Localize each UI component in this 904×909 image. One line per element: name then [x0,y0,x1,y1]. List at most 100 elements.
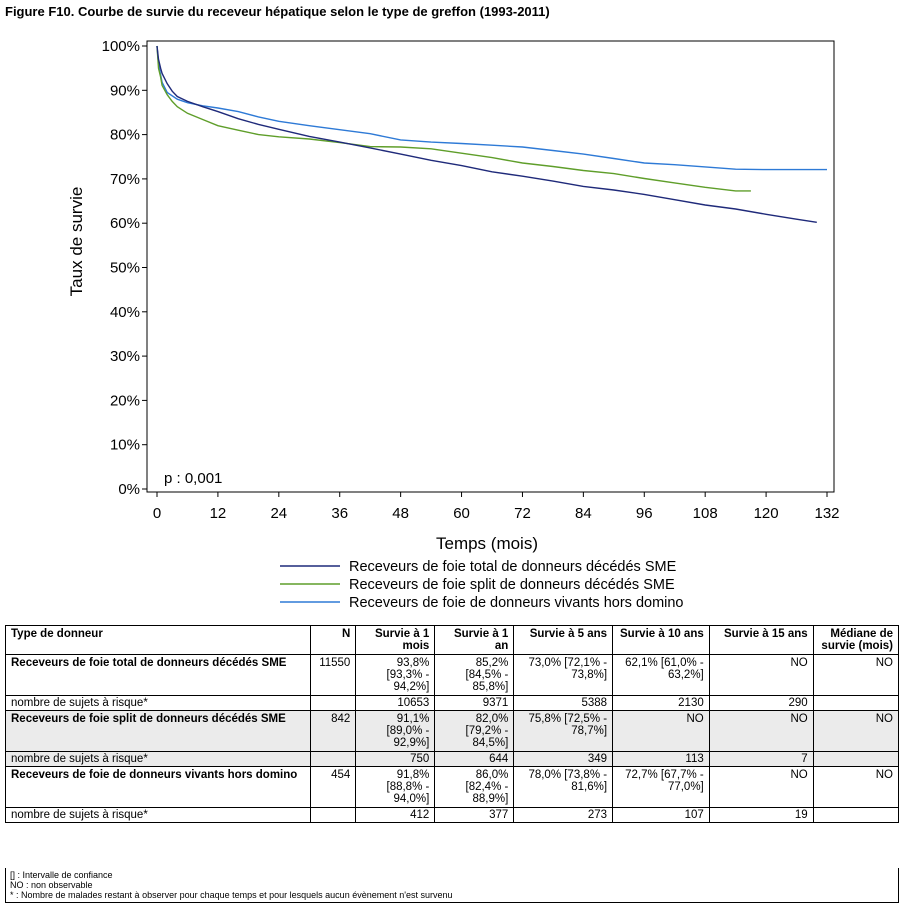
y-tick-label: 40% [110,304,140,321]
survival-5-years-cell: 75,8% [72,5% - 78,7%] [513,710,614,752]
y-axis-label: Taux de survie [67,187,86,297]
y-tick-label: 0% [118,481,140,498]
legend-label: Receveurs de foie de donneurs vivants ho… [349,595,684,611]
n-cell: 11550 [309,654,357,696]
risk-10-years-cell: 2130 [612,695,710,711]
header-donor-type: Type de donneur [5,625,311,655]
header-survival-1-month: Survie à 1 mois [355,625,436,655]
survival-10-years-cell: 72,7% [67,7% - 77,0%] [612,766,710,808]
table-header-row: Type de donneur N Survie à 1 mois Survie… [5,625,900,655]
y-tick-label: 70% [110,171,140,188]
risk-row: nombre de sujets à risque* 10653 9371 53… [5,695,900,711]
risk-5-years-cell: 5388 [513,695,614,711]
n-cell: 454 [309,766,357,808]
header-n: N [309,625,357,655]
risk-empty-cell [309,807,357,823]
risk-15-years-cell: 7 [708,751,814,767]
risk-empty-cell [812,807,900,823]
y-tick-label: 30% [110,348,140,365]
survival-5-years-cell: 78,0% [73,8% - 81,6%] [513,766,614,808]
risk-label-cell: nombre de sujets à risque* [5,751,311,767]
risk-1-year-cell: 9371 [434,695,515,711]
x-tick-label: 48 [392,505,409,522]
table-row: Receveurs de foie total de donneurs décé… [5,654,900,696]
y-tick-label: 10% [110,437,140,454]
x-tick-label: 60 [453,505,470,522]
median-survival-cell: NO [812,766,900,808]
n-cell: 842 [309,710,357,752]
y-tick-label: 90% [110,82,140,99]
median-survival-cell: NO [812,654,900,696]
survival-chart: 0% 10% 20% 30% 40% 50% 60% 70% 80% 90% 100% 0 12 24 36… [67,38,840,611]
x-axis-label: Temps (mois) [436,534,538,553]
y-tick-label: 50% [110,260,140,277]
risk-15-years-cell: 290 [708,695,814,711]
survival-10-years-cell: NO [612,710,710,752]
series-line [156,45,827,171]
x-tick-label: 132 [814,505,839,522]
x-tick-label: 24 [270,505,287,522]
y-tick-label: 80% [110,127,140,144]
footnote-confidence-interval: [] : Intervalle de confiance [10,870,113,880]
risk-1-year-cell: 377 [434,807,515,823]
survival-5-years-cell: 73,0% [72,1% - 73,8%] [513,654,614,696]
donor-type-cell: Receveurs de foie de donneurs vivants ho… [5,766,311,808]
x-tick-label: 72 [514,505,531,522]
footnote-at-risk: * : Nombre de malades restant à observer… [10,890,453,900]
x-tick-label: 36 [331,505,348,522]
survival-15-years-cell: NO [708,710,814,752]
survival-1-month-cell: 93,8% [93,3% - 94,2%] [355,654,436,696]
footnote-not-observable: NO : non observable [10,880,93,890]
risk-1-month-cell: 750 [355,751,436,767]
survival-1-month-cell: 91,8% [88,8% - 94,0%] [355,766,436,808]
donor-type-cell: Receveurs de foie split de donneurs décé… [5,710,311,752]
header-survival-15-years: Survie à 15 ans [708,625,814,655]
plot-frame [146,40,835,493]
survival-15-years-cell: NO [708,654,814,696]
survival-1-month-cell: 91,1% [89,0% - 92,9%] [355,710,436,752]
header-survival-5-years: Survie à 5 ans [513,625,614,655]
table-row: Receveurs de foie split de donneurs décé… [5,710,900,752]
survival-15-years-cell: NO [708,766,814,808]
series-line [156,45,817,223]
survival-10-years-cell: 62,1% [61,0% - 63,2%] [612,654,710,696]
series-line [156,45,751,192]
figure-title: Figure F10. Courbe de survie du receveur… [5,4,550,19]
risk-label-cell: nombre de sujets à risque* [5,695,311,711]
donor-type-cell: Receveurs de foie total de donneurs décé… [5,654,311,696]
x-tick-label: 108 [693,505,718,522]
risk-empty-cell [309,751,357,767]
header-survival-1-year: Survie à 1 an [434,625,515,655]
x-tick-label: 96 [636,505,653,522]
p-value-annotation: p : 0,001 [164,470,222,487]
risk-10-years-cell: 107 [612,807,710,823]
x-tick-label: 12 [210,505,227,522]
risk-5-years-cell: 273 [513,807,614,823]
legend-label: Receveurs de foie total de donneurs décé… [349,559,677,575]
survival-1-year-cell: 82,0% [79,2% - 84,5%] [434,710,515,752]
risk-5-years-cell: 349 [513,751,614,767]
risk-label-cell: nombre de sujets à risque* [5,807,311,823]
x-tick-label: 0 [153,505,161,522]
table-row: Receveurs de foie de donneurs vivants ho… [5,766,900,808]
risk-1-month-cell: 412 [355,807,436,823]
survival-1-year-cell: 85,2% [84,5% - 85,8%] [434,654,515,696]
risk-1-year-cell: 644 [434,751,515,767]
y-tick-label: 20% [110,392,140,409]
y-tick-label: 60% [110,215,140,232]
table-footnotes: [] : Intervalle de confiance NO : non ob… [5,868,899,903]
y-tick-label: 100% [102,38,140,55]
survival-1-year-cell: 86,0% [82,4% - 88,9%] [434,766,515,808]
median-survival-cell: NO [812,710,900,752]
header-survival-10-years: Survie à 10 ans [612,625,710,655]
x-tick-label: 84 [575,505,592,522]
legend-label: Receveurs de foie split de donneurs décé… [349,577,675,593]
risk-row: nombre de sujets à risque* 412 377 273 1… [5,807,900,823]
x-tick-label: 120 [754,505,779,522]
risk-empty-cell [812,751,900,767]
header-median-survival: Médiane de survie (mois) [812,625,900,655]
risk-10-years-cell: 113 [612,751,710,767]
risk-1-month-cell: 10653 [355,695,436,711]
risk-15-years-cell: 19 [708,807,814,823]
survival-table: Type de donneur N Survie à 1 mois Survie… [5,625,900,823]
